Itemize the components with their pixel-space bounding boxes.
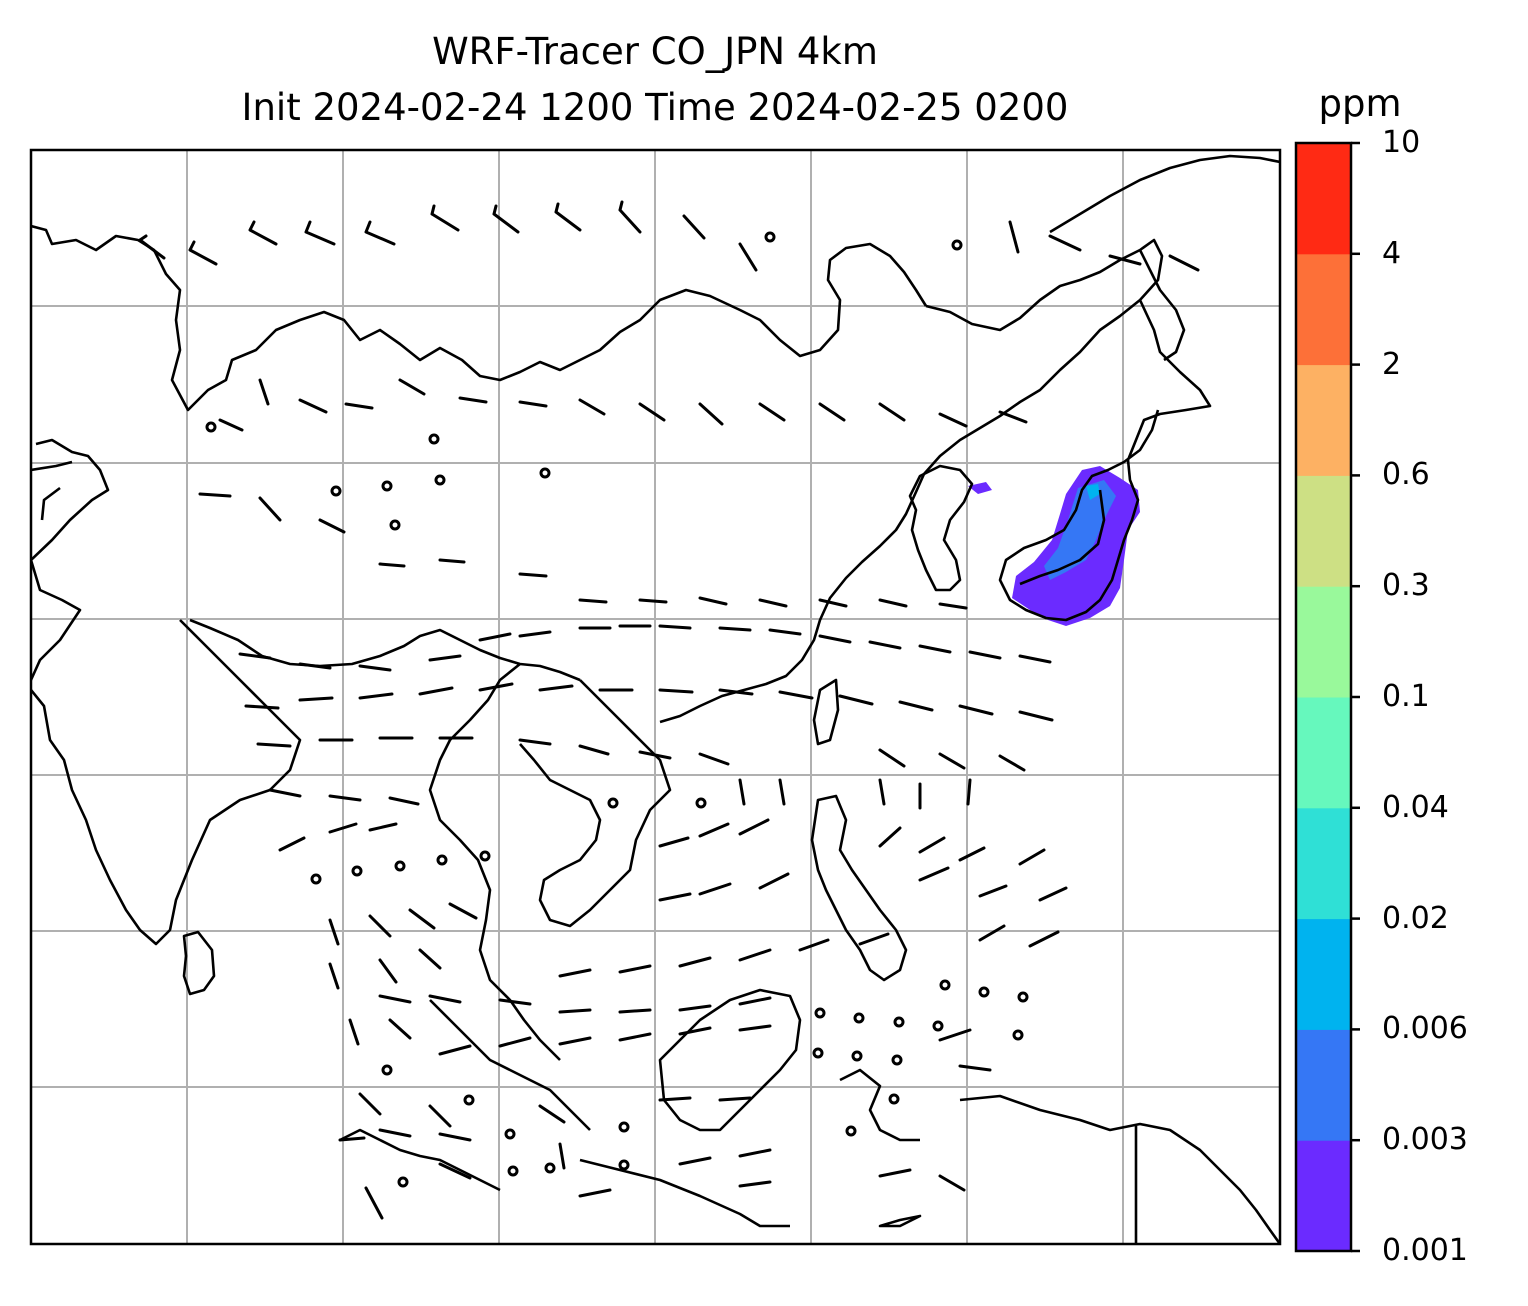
colorbar-segment xyxy=(1296,918,1351,1030)
colorbar-tick-label: 0.1 xyxy=(1382,679,1430,714)
colorbar-segment xyxy=(1296,143,1351,255)
colorbar-tick-label: 0.001 xyxy=(1382,1233,1468,1268)
colorbar-segment xyxy=(1296,475,1351,587)
colorbar-tick-label: 0.003 xyxy=(1382,1122,1468,1158)
colorbar-segment xyxy=(1296,586,1351,698)
colorbar-tick-label: 0.04 xyxy=(1382,789,1449,825)
coastlines xyxy=(31,154,1280,1244)
colorbar-segment xyxy=(1296,1029,1351,1141)
map-title-line2: Init 2024-02-24 1200 Time 2024-02-25 020… xyxy=(241,86,1069,129)
map-title-line1: WRF-Tracer CO_JPN 4km xyxy=(432,30,878,73)
colorbar-tick-label: 2 xyxy=(1382,346,1402,382)
colorbar-tick-label: 0.6 xyxy=(1382,457,1430,493)
map-frame xyxy=(29,148,1282,1246)
colorbar-tick-label: 10 xyxy=(1382,125,1421,160)
colorbar-tick-label: 0.006 xyxy=(1382,1011,1468,1047)
colorbar-segment xyxy=(1296,697,1351,809)
colorbar xyxy=(1294,141,1360,1253)
colorbar-segment xyxy=(1296,253,1351,366)
colorbar-tick-label: 0.02 xyxy=(1382,900,1449,936)
wind-barbs xyxy=(138,200,1200,1220)
colorbar-unit-label: ppm xyxy=(1318,82,1402,125)
calm-markers xyxy=(205,231,1029,1188)
colorbar-tick-label: 4 xyxy=(1382,235,1402,271)
colorbar-segment xyxy=(1296,1140,1351,1252)
map-panel xyxy=(29,148,1282,1246)
colorbar-segment xyxy=(1296,807,1351,920)
colorbar-segment xyxy=(1296,364,1351,476)
colorbar-tick-label: 0.3 xyxy=(1382,568,1430,604)
